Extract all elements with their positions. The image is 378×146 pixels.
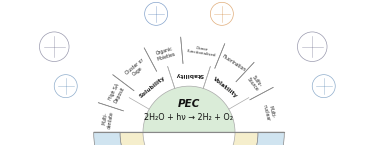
Wedge shape — [143, 86, 235, 132]
Wedge shape — [120, 132, 258, 146]
Wedge shape — [94, 132, 284, 146]
Text: Cluster or
Cage: Cluster or Cage — [124, 58, 148, 81]
Text: Fluorination: Fluorination — [221, 54, 246, 73]
Text: Donor
Functionalised: Donor Functionalised — [187, 44, 217, 58]
Text: Sulfo-
Source: Sulfo- Source — [246, 73, 264, 92]
Text: Multi-
nuclear: Multi- nuclear — [262, 103, 276, 122]
Text: Stability: Stability — [175, 72, 203, 77]
Text: Solubility: Solubility — [139, 75, 167, 99]
Text: High SA
Deposit: High SA Deposit — [107, 83, 125, 104]
Text: PEC: PEC — [178, 99, 200, 109]
Text: Organic
Moieties: Organic Moieties — [154, 46, 176, 62]
Text: Multi-
dentate: Multi- dentate — [101, 110, 115, 129]
Text: Volatility: Volatility — [212, 76, 239, 99]
Text: 2H₂O + hν → 2H₂ + O₂: 2H₂O + hν → 2H₂ + O₂ — [144, 113, 234, 122]
